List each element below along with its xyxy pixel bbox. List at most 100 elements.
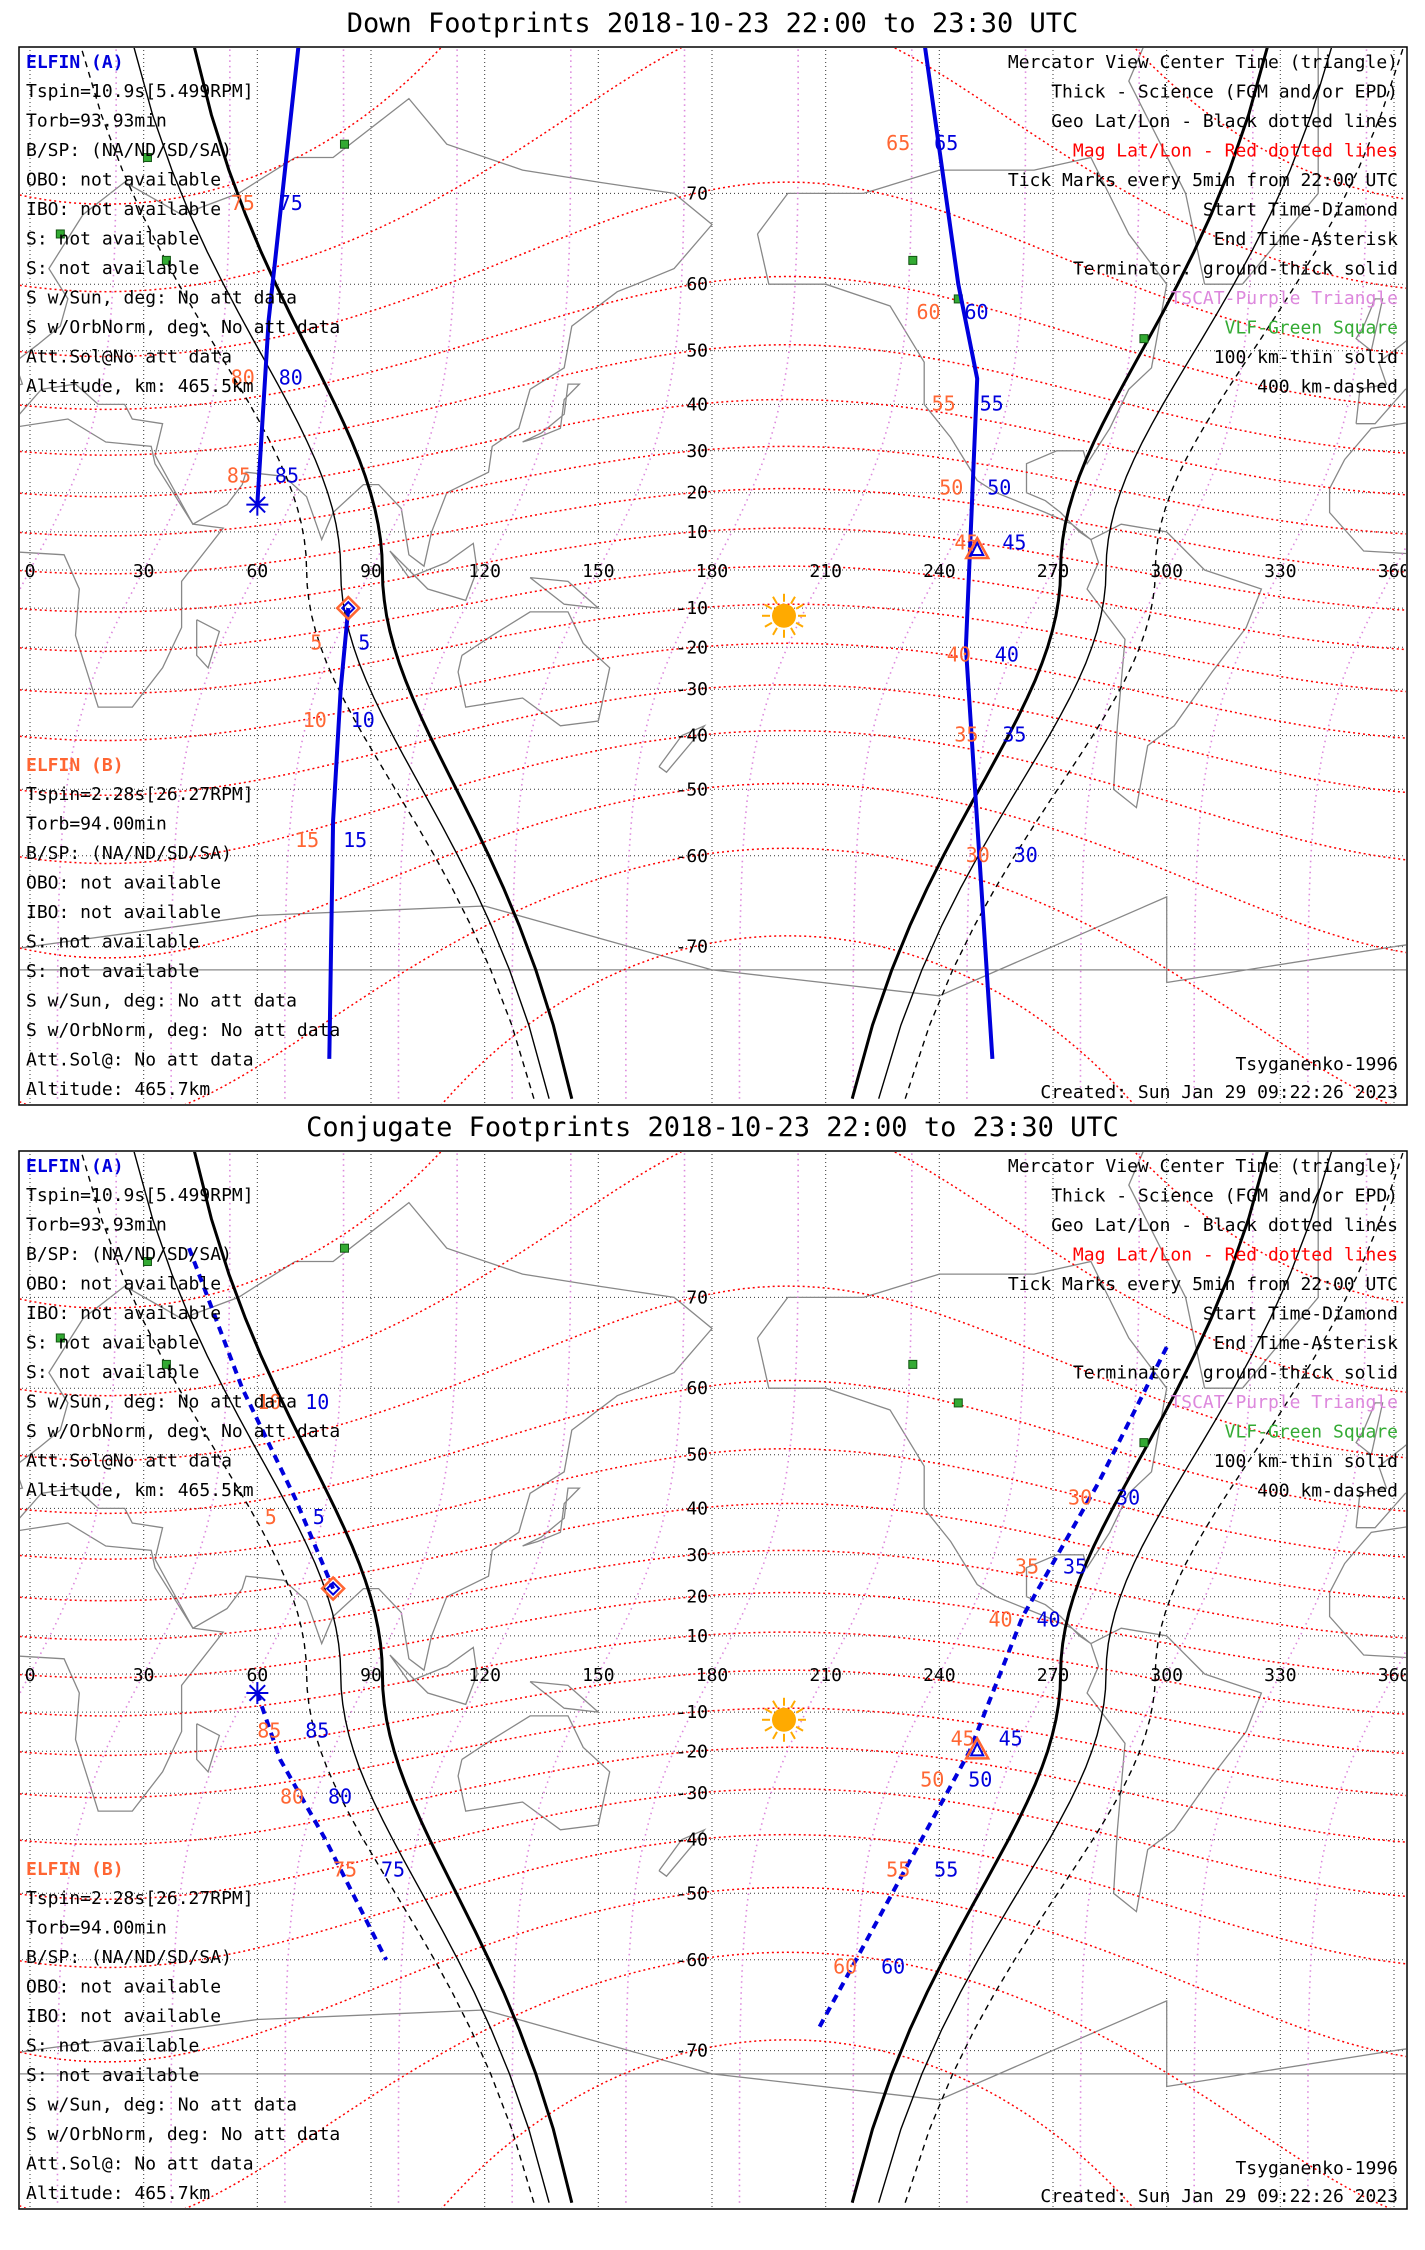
elfin-b-info: Tspin=2.28s[26.27RPM]	[26, 1888, 254, 1909]
elfin-a-track	[816, 1346, 1169, 2031]
lon-tick-label: 210	[809, 1665, 842, 1686]
legend-item: Mercator View Center Time (triangle)	[1008, 52, 1398, 73]
legend-item: Start Time-Diamond	[1203, 200, 1398, 221]
legend-item: TSCAT-Purple Triangle	[1170, 1392, 1398, 1413]
track-tick-label: 85	[305, 1718, 329, 1742]
legend-item: Tick Marks every 5min from 22:00 UTC	[1008, 1274, 1398, 1295]
lon-tick-label: 120	[468, 1665, 501, 1686]
coastline	[522, 1487, 581, 1547]
lon-tick-label: 90	[360, 561, 382, 582]
lat-tick-label: -10	[675, 598, 708, 619]
lon-tick-label: 210	[809, 561, 842, 582]
lat-tick-label: -40	[675, 1830, 708, 1851]
sun-ray	[795, 1725, 804, 1732]
mag-meridian	[397, 1152, 572, 2203]
track-tick-label-b: 5	[265, 1505, 277, 1529]
track-tick-label: 45	[999, 1726, 1023, 1750]
legend-item: Terminator: ground-thick solid	[1073, 259, 1398, 280]
vlf-station	[908, 1359, 918, 1369]
elfin-b-name: ELFIN (B)	[26, 755, 124, 776]
legend-item: Start Time-Diamond	[1203, 1304, 1398, 1325]
elfin-b-info: IBO: not available	[26, 902, 221, 923]
lon-tick-label: 270	[1037, 561, 1070, 582]
coastline	[1086, 523, 1263, 809]
vlf-station	[953, 1398, 963, 1408]
vlf-station	[908, 255, 918, 265]
lat-tick-label: 60	[686, 1378, 708, 1399]
mag-parallel	[20, 1951, 1391, 2208]
lat-tick-label: -70	[675, 937, 708, 958]
legend-item: 100 km-thin solid	[1214, 347, 1398, 368]
coastline	[522, 383, 581, 443]
coastline	[711, 895, 1406, 997]
lat-tick-label: -60	[675, 1950, 708, 1971]
elfin-b-info: S: not available	[26, 2036, 199, 2057]
terminator-ground	[850, 48, 1269, 1100]
elfin-b-info: Att.Sol@: No att data	[26, 2154, 254, 2175]
lon-tick-label: 0	[25, 561, 36, 582]
coastline	[658, 1828, 707, 1878]
elfin-b-info: Tspin=2.28s[26.27RPM]	[26, 784, 254, 805]
lon-tick-label: 330	[1264, 1665, 1297, 1686]
lat-tick-label: -30	[675, 1783, 708, 1804]
lat-tick-label: 10	[686, 522, 708, 543]
elfin-b-info: S w/Sun, deg: No att data	[26, 2095, 297, 2116]
elfin-a-info: S: not available	[26, 1362, 199, 1383]
terminator-100km	[133, 1152, 550, 2203]
sun-ray	[790, 596, 796, 605]
vlf-station	[161, 255, 171, 265]
vlf-station	[1139, 334, 1149, 344]
lat-tick-label: -30	[675, 679, 708, 700]
elfin-b-info: Att.Sol@: No att data	[26, 1050, 254, 1071]
track-tick-label-b: 40	[988, 1607, 1012, 1631]
elfin-b-info: OBO: not available	[26, 873, 221, 894]
track-tick-label: 40	[995, 642, 1019, 666]
coastline	[756, 1260, 1168, 1645]
track-tick-label: 15	[343, 828, 367, 852]
mag-parallel	[20, 1833, 1406, 1969]
track-tick-label: 75	[381, 1858, 405, 1882]
coastline	[20, 1522, 225, 1812]
mag-meridian	[283, 48, 459, 1099]
vlf-station	[339, 139, 349, 149]
track-tick-label: 5	[313, 1505, 325, 1529]
lat-tick-label: -20	[675, 637, 708, 658]
lat-tick-label: -70	[675, 2041, 708, 2062]
elfin-a-info: Tspin=10.9s[5.499RPM]	[26, 81, 254, 102]
terminator-ground	[193, 48, 574, 1100]
legend-item: TSCAT-Purple Triangle	[1170, 288, 1398, 309]
mag-parallel	[20, 729, 1406, 865]
lat-tick-label: 60	[686, 274, 708, 295]
lon-tick-label: 300	[1150, 561, 1183, 582]
lat-tick-label: -10	[675, 1702, 708, 1723]
vlf-station	[339, 1243, 349, 1253]
elfin-b-info: S: not available	[26, 2065, 199, 2086]
lon-tick-label: 30	[133, 1665, 155, 1686]
coastline	[20, 97, 713, 568]
mag-meridian	[20, 1152, 118, 1695]
elfin-b-info: S: not available	[26, 932, 199, 953]
mag-parallel	[20, 398, 1406, 498]
track-tick-label-b: 75	[333, 1858, 357, 1882]
lat-tick-label: -40	[675, 726, 708, 747]
coastline	[457, 1715, 611, 1831]
elfin-a-info: OBO: not available	[26, 170, 221, 191]
elfin-a-info: Att.Sol@No att data	[26, 347, 232, 368]
created-label: Created: Sun Jan 29 09:22:26 2023	[1040, 2186, 1398, 2207]
elfin-b-info: Torb=94.00min	[26, 1918, 167, 1939]
elfin-b-info: B/SP: (NA/ND/SD/SA)	[26, 843, 232, 864]
elfin-b-info: Torb=94.00min	[26, 814, 167, 835]
vlf-station	[142, 153, 152, 163]
lon-tick-label: 60	[246, 561, 268, 582]
terminator-100km	[878, 1152, 1333, 2203]
lat-tick-label: 20	[686, 483, 708, 504]
sun-icon	[771, 603, 796, 628]
track-tick-label-b: 35	[954, 723, 978, 747]
elfin-a-info: OBO: not available	[26, 1274, 221, 1295]
track-tick-label-b: 40	[947, 642, 971, 666]
track-tick-label-b: 30	[1068, 1485, 1092, 1509]
coastline	[389, 542, 478, 602]
elfin-b-info: S w/OrbNorm, deg: No att data	[26, 1020, 340, 1041]
legend-item: 400 km-dashed	[1257, 377, 1398, 398]
lon-tick-label: 360	[1378, 1665, 1408, 1686]
